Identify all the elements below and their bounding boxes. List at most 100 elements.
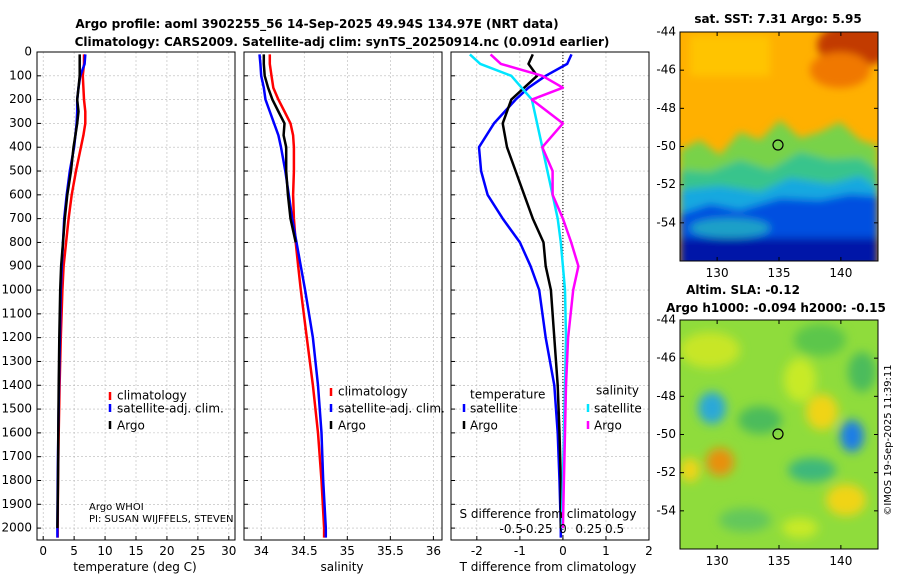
t-difference-xlabel: T difference from climatology xyxy=(459,560,637,574)
series-climatology xyxy=(268,54,326,538)
legend-t-argo: Argo xyxy=(470,419,498,433)
series-temperature-satellite xyxy=(477,53,573,538)
x-tick-label: 20 xyxy=(159,544,174,558)
x-tick-label: 34 xyxy=(254,544,269,558)
sst-map-title: sat. SST: 7.31 Argo: 5.95 xyxy=(694,12,861,26)
difference-legend-salinity: salinity satellite Argo xyxy=(586,384,642,433)
x-tick-label: 36 xyxy=(426,544,441,558)
map-y-tick-label: -52 xyxy=(656,177,676,191)
y-tick-label: 300 xyxy=(9,116,32,130)
map-y-tick-label: -54 xyxy=(656,503,676,517)
map-x-tick-label: 140 xyxy=(829,266,852,280)
sst-map-field xyxy=(680,32,878,261)
s-difference-xlabel: S difference from climatology xyxy=(460,507,637,521)
y-tick-label: 1500 xyxy=(1,402,32,416)
y-tick-label: 600 xyxy=(9,187,32,201)
map-x-tick-label: 140 xyxy=(829,554,852,568)
y-tick-label: 800 xyxy=(9,235,32,249)
map-x-tick-label: 135 xyxy=(768,266,791,280)
salinity-legend: climatology satellite-adj. clim. Argo xyxy=(329,385,445,433)
temperature-legend: climatology satellite-adj. clim. Argo xyxy=(108,389,224,433)
temperature-panel: 0100200300400500600700800900100011001200… xyxy=(1,45,236,575)
legend-t-satellite: satellite xyxy=(470,402,518,416)
sla-map-field xyxy=(680,320,878,549)
map-y-tick-label: -50 xyxy=(656,427,676,441)
legend-argo: Argo xyxy=(338,419,366,433)
x-tick-label: 5 xyxy=(70,544,78,558)
difference-legend-temperature: temperature satellite Argo xyxy=(462,388,545,433)
x-tick-label: 10 xyxy=(97,544,112,558)
y-tick-label: 1700 xyxy=(1,449,32,463)
series-salinity-argo xyxy=(489,53,580,529)
y-tick-label: 0 xyxy=(24,45,32,59)
sst-argo-marker xyxy=(772,139,784,151)
map-y-tick-label: -54 xyxy=(656,215,676,229)
y-tick-label: 1600 xyxy=(1,425,32,439)
title-line-2: Climatology: CARS2009. Satellite-adj cli… xyxy=(75,35,610,50)
x-tick-label: 25 xyxy=(190,544,205,558)
temperature-xlabel: temperature (deg C) xyxy=(73,560,196,574)
difference-frame xyxy=(450,51,650,541)
x-tick-label: 30 xyxy=(221,544,236,558)
y-tick-label: 1200 xyxy=(1,330,32,344)
sst-map-panel: sat. SST: 7.31 Argo: 5.95 130 135 140 -44 -4… xyxy=(656,12,879,280)
x-tick-label: 0 xyxy=(39,544,47,558)
sla-map-title-1: Altim. SLA: -0.12 xyxy=(686,283,800,297)
series-argo xyxy=(56,54,81,529)
s-tick-label: 0.5 xyxy=(605,522,624,536)
legend-s-satellite: satellite xyxy=(594,402,642,416)
legend-s-argo: Argo xyxy=(594,419,622,433)
y-tick-label: 900 xyxy=(9,259,32,273)
y-tick-label: 1800 xyxy=(1,473,32,487)
s-tick-label: 0.25 xyxy=(575,522,602,536)
legend-satellite-adj-clim: satellite-adj. clim. xyxy=(117,402,224,416)
map-y-tick-label: -44 xyxy=(656,313,676,327)
y-tick-label: 1900 xyxy=(1,497,32,511)
map-x-tick-label: 130 xyxy=(706,266,729,280)
map-y-tick-label: -50 xyxy=(656,139,676,153)
y-tick-label: 400 xyxy=(9,140,32,154)
credit-line-1: Argo WHOI xyxy=(89,502,144,513)
y-tick-label: 100 xyxy=(9,68,32,82)
salinity-panel: 34 34.5 35 35.5 36 salinity climatology sate… xyxy=(243,51,445,574)
x-tick-label: 35 xyxy=(340,544,355,558)
x-tick-label: 35.5 xyxy=(377,544,404,558)
map-y-tick-label: -48 xyxy=(656,101,676,115)
map-x-tick-label: 135 xyxy=(768,554,791,568)
y-tick-label: 1300 xyxy=(1,354,32,368)
x-tick-label: -1 xyxy=(514,544,526,558)
imos-watermark: ©IMOS 19-Sep-2025 11:39:11 xyxy=(883,364,894,515)
series-temperature-argo xyxy=(501,53,563,529)
series-satellite-adj-clim- xyxy=(56,54,87,538)
y-tick-label: 2000 xyxy=(1,521,32,535)
credit-line-2: PI: SUSAN WIJFFELS, STEVEN xyxy=(89,514,234,525)
map-x-tick-label: 130 xyxy=(706,554,729,568)
y-tick-label: 1400 xyxy=(1,378,32,392)
x-tick-label: 0 xyxy=(559,544,567,558)
y-tick-label: 1100 xyxy=(1,306,32,320)
legend-climatology: climatology xyxy=(338,385,408,399)
salinity-xlabel: salinity xyxy=(320,560,363,574)
series-satellite-adj-clim- xyxy=(258,54,328,538)
map-y-tick-label: -46 xyxy=(656,63,676,77)
legend-temperature-title: temperature xyxy=(470,388,545,402)
sla-argo-marker xyxy=(772,428,784,440)
y-tick-label: 500 xyxy=(9,164,32,178)
legend-climatology: climatology xyxy=(117,389,187,403)
s-tick-label: 0 xyxy=(559,522,567,536)
series-argo xyxy=(262,54,297,243)
map-y-tick-label: -46 xyxy=(656,351,676,365)
x-tick-label: 1 xyxy=(602,544,610,558)
y-tick-label: 700 xyxy=(9,211,32,225)
map-y-tick-label: -44 xyxy=(656,25,676,39)
x-tick-label: 34.5 xyxy=(291,544,318,558)
sla-map-panel: Altim. SLA: -0.12 Argo h1000: -0.094 h20… xyxy=(656,283,885,568)
legend-salinity-title: salinity xyxy=(596,384,639,398)
sla-map-title-2: Argo h1000: -0.094 h2000: -0.15 xyxy=(666,301,886,315)
map-y-tick-label: -52 xyxy=(656,465,676,479)
x-tick-label: -2 xyxy=(471,544,483,558)
map-y-tick-label: -48 xyxy=(656,389,676,403)
y-tick-label: 1000 xyxy=(1,283,32,297)
legend-argo: Argo xyxy=(117,419,145,433)
legend-satellite-adj-clim: satellite-adj. clim. xyxy=(338,402,445,416)
